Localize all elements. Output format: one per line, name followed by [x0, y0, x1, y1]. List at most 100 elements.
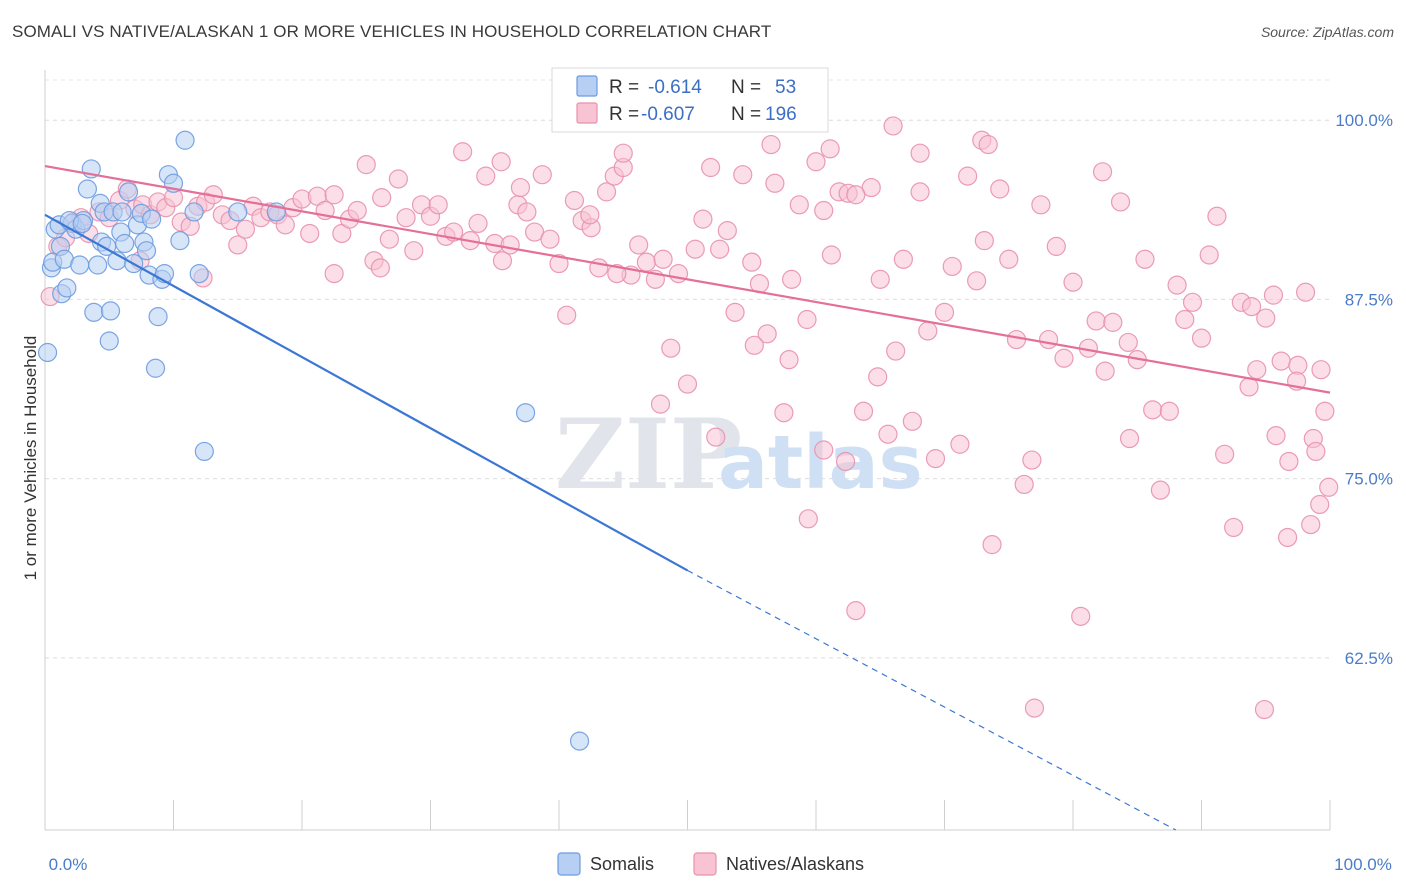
native-point-158 [1311, 360, 1331, 380]
native-point-162 [1277, 527, 1298, 548]
native-point-184 [324, 264, 344, 284]
somali-point-15 [84, 302, 104, 322]
native-point-115 [967, 271, 987, 291]
native-point-86 [733, 165, 753, 185]
x-tick-labels: 0.0% 100.0% [49, 855, 1392, 874]
somali-point-0 [37, 342, 58, 363]
native-point-183 [370, 258, 390, 278]
native-point-63 [549, 253, 569, 274]
somali-trend-line [44, 213, 689, 572]
native-point-151 [1256, 308, 1276, 328]
native-point-94 [797, 309, 817, 330]
native-point-175 [978, 134, 998, 155]
legend-r-value-natives: -0.607 [641, 104, 695, 125]
native-point-74 [636, 252, 656, 272]
native-point-81 [693, 209, 713, 229]
legend-label-somalis: Somalis [590, 854, 654, 874]
legend-swatch-natives-bottom [693, 852, 717, 876]
native-point-43 [388, 169, 408, 189]
native-point-153 [1271, 351, 1291, 371]
native-point-95 [806, 152, 826, 172]
somali-point-21 [99, 331, 119, 351]
somali-point-26 [112, 202, 132, 222]
native-point-83 [710, 239, 730, 259]
native-point-139 [1159, 401, 1179, 421]
correlation-legend: R = -0.614 N = 53 R = -0.607 N = 196 [551, 67, 829, 133]
native-point-91 [774, 403, 794, 423]
native-point-144 [1199, 245, 1219, 265]
native-point-35 [324, 185, 344, 205]
somali-point-35 [142, 209, 162, 229]
native-point-48 [428, 195, 448, 215]
native-point-137 [1143, 400, 1163, 420]
native-point-173 [883, 116, 903, 136]
native-point-104 [878, 424, 898, 444]
x-tick-label-1: 100.0% [1334, 855, 1392, 874]
native-point-80 [685, 239, 705, 259]
native-point-59 [517, 202, 537, 222]
somali-point-36 [145, 358, 166, 378]
native-point-73 [629, 235, 649, 255]
native-point-191 [650, 394, 671, 414]
somali-point-22 [100, 301, 121, 321]
native-point-56 [492, 251, 513, 271]
native-point-45 [404, 241, 424, 261]
native-point-61 [532, 165, 552, 185]
somali-point-8 [57, 278, 77, 298]
somali-point-51 [72, 213, 92, 234]
native-point-130 [1086, 311, 1106, 331]
native-point-100 [846, 601, 866, 621]
native-point-189 [779, 350, 799, 370]
native-point-76 [653, 249, 673, 269]
native-point-156 [1295, 282, 1316, 302]
native-point-168 [835, 451, 856, 472]
native-point-65 [564, 190, 585, 211]
native-point-143 [1191, 328, 1212, 348]
native-point-90 [765, 173, 785, 193]
somali-trend-extension [687, 569, 1177, 831]
native-point-77 [661, 338, 681, 358]
native-point-97 [821, 245, 842, 265]
series-legend: Somalis Natives/Alaskans [557, 852, 864, 876]
legend-n-label-natives: N = [731, 104, 761, 125]
native-point-134 [1118, 332, 1138, 353]
chart-title: SOMALI VS NATIVE/ALASKAN 1 OR MORE VEHIC… [12, 22, 772, 41]
native-point-102 [861, 177, 881, 198]
native-point-87 [742, 252, 762, 272]
native-point-174 [1092, 162, 1113, 182]
native-point-161 [1254, 699, 1275, 720]
native-point-140 [1167, 275, 1187, 295]
native-point-96 [814, 200, 834, 221]
native-point-116 [974, 231, 994, 251]
native-point-24 [235, 219, 256, 239]
trend-lines [44, 164, 1331, 831]
native-point-111 [934, 302, 955, 322]
native-point-82 [701, 157, 721, 178]
native-point-145 [1207, 206, 1227, 226]
native-point-53 [468, 213, 488, 234]
somali-point-52 [184, 202, 204, 222]
somali-point-42 [170, 231, 190, 251]
native-trend-line [44, 164, 1331, 394]
y-tick-label-1: 87.5% [1345, 290, 1393, 309]
native-point-62 [540, 229, 560, 249]
native-point-118 [990, 179, 1010, 199]
y-tick-labels: 100.0% 87.5% 75.0% 62.5% [1335, 111, 1393, 668]
native-point-128 [1071, 606, 1091, 626]
somali-point-28 [118, 182, 139, 202]
native-point-39 [356, 155, 376, 175]
legend-n-value-natives: 196 [765, 104, 797, 125]
native-point-84 [717, 221, 737, 241]
somali-point-37 [148, 307, 168, 327]
legend-swatch-somalis-bottom [557, 852, 581, 876]
legend-frame [551, 67, 829, 133]
native-point-188 [744, 335, 764, 355]
somali-point-49 [569, 731, 590, 751]
native-point-178 [846, 185, 866, 205]
native-point-108 [910, 182, 930, 202]
legend-r-label-somalis: R = [609, 77, 639, 98]
native-point-164 [1306, 441, 1326, 462]
native-point-160 [1242, 297, 1262, 317]
native-point-93 [789, 195, 809, 215]
legend-r-label-natives: R = [609, 104, 639, 125]
